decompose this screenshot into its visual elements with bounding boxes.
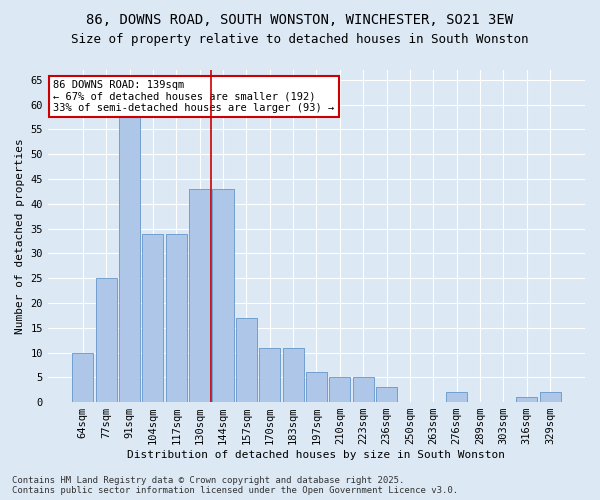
Bar: [189, 189, 210, 402]
Y-axis label: Number of detached properties: Number of detached properties: [15, 138, 25, 334]
Text: 86, DOWNS ROAD, SOUTH WONSTON, WINCHESTER, SO21 3EW: 86, DOWNS ROAD, SOUTH WONSTON, WINCHESTE…: [86, 12, 514, 26]
Bar: [259, 348, 280, 402]
Text: 86 DOWNS ROAD: 139sqm
← 67% of detached houses are smaller (192)
33% of semi-det: 86 DOWNS ROAD: 139sqm ← 67% of detached …: [53, 80, 335, 113]
Bar: [95, 278, 117, 402]
Bar: [376, 387, 397, 402]
Bar: [119, 95, 140, 402]
Text: Size of property relative to detached houses in South Wonston: Size of property relative to detached ho…: [71, 32, 529, 46]
Bar: [446, 392, 467, 402]
Text: Contains HM Land Registry data © Crown copyright and database right 2025.
Contai: Contains HM Land Registry data © Crown c…: [12, 476, 458, 495]
Bar: [212, 189, 233, 402]
Bar: [353, 378, 374, 402]
Bar: [142, 234, 163, 402]
Bar: [236, 318, 257, 402]
Bar: [73, 352, 94, 402]
X-axis label: Distribution of detached houses by size in South Wonston: Distribution of detached houses by size …: [127, 450, 505, 460]
Bar: [539, 392, 560, 402]
Bar: [166, 234, 187, 402]
Bar: [306, 372, 327, 402]
Bar: [329, 378, 350, 402]
Bar: [516, 397, 537, 402]
Bar: [283, 348, 304, 402]
